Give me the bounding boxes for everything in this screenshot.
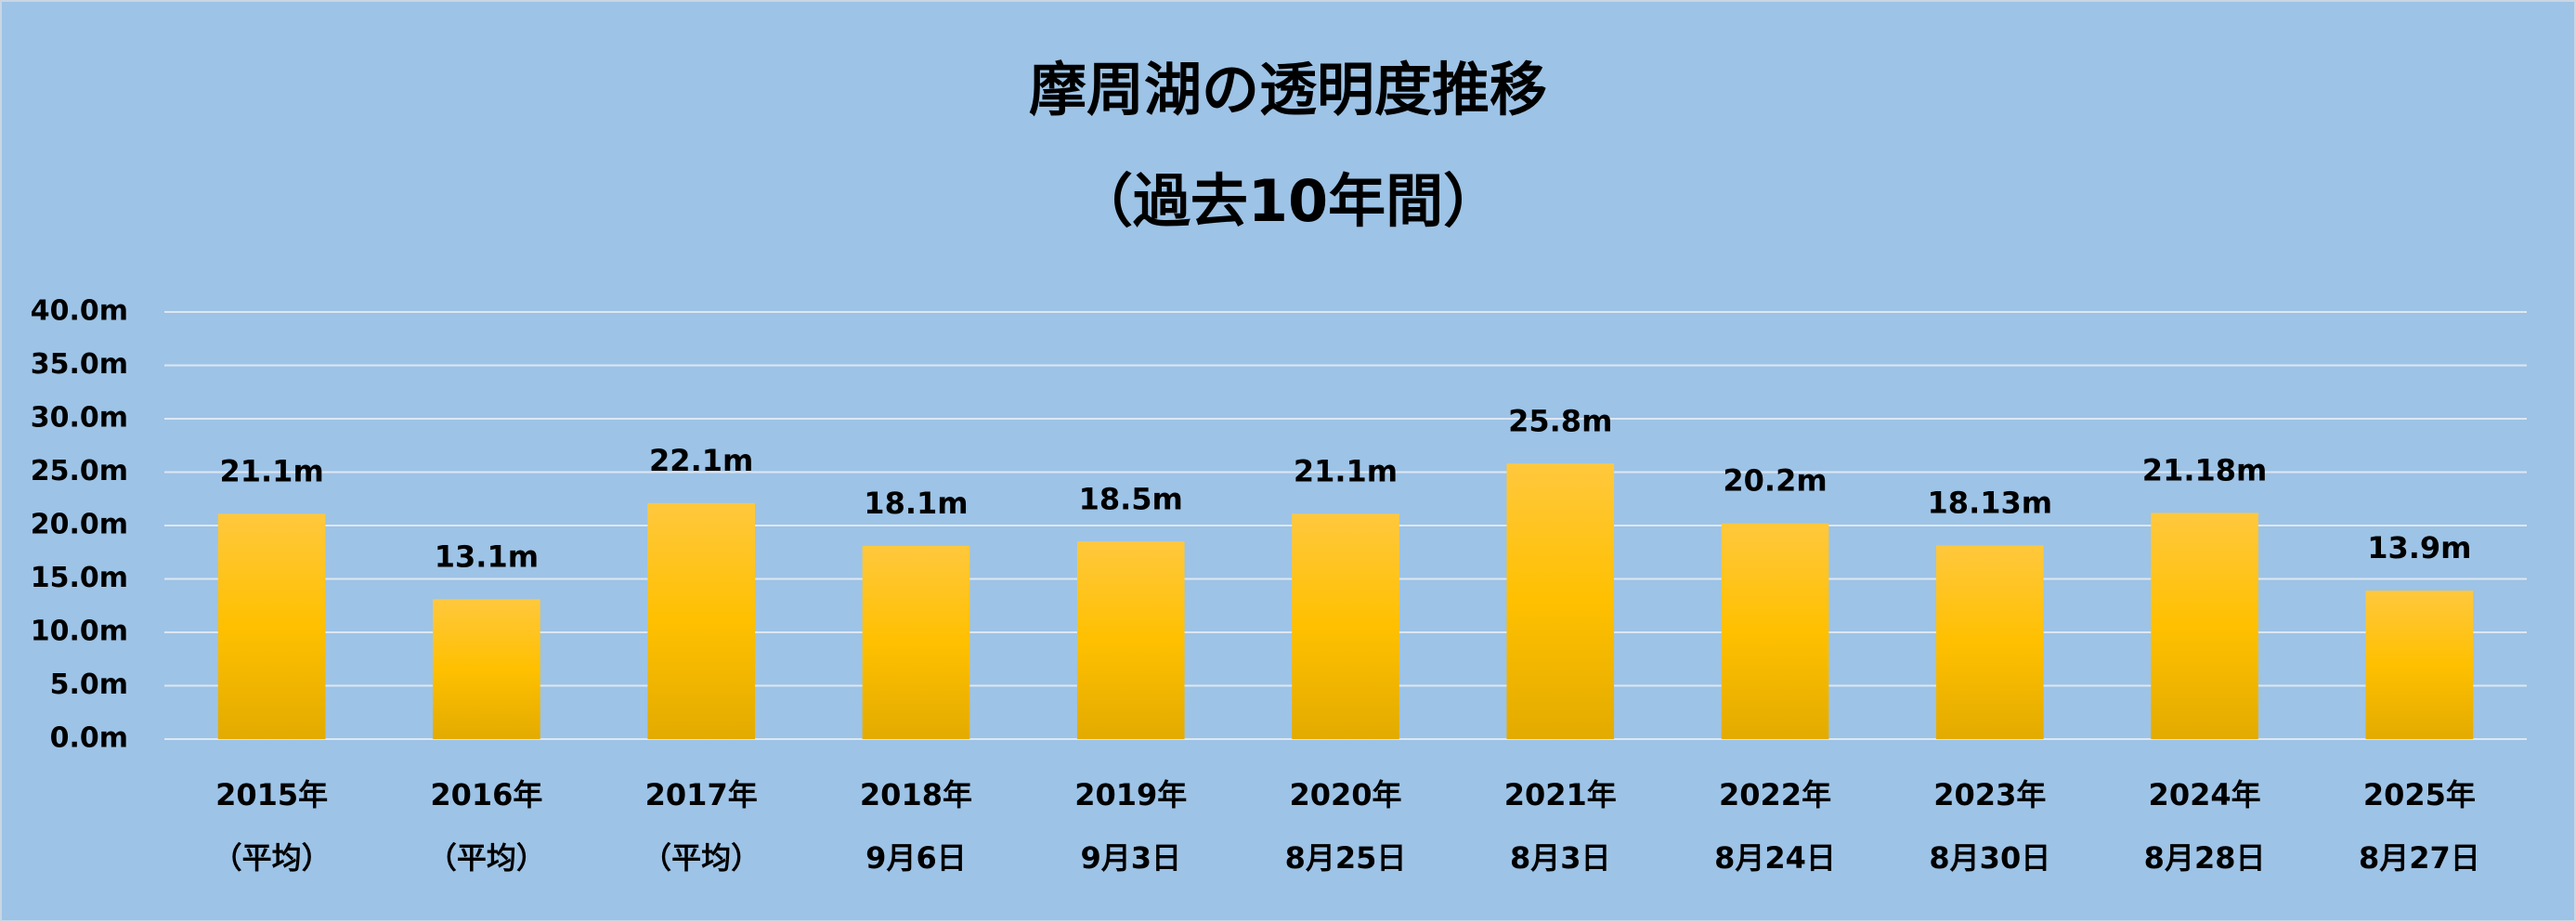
- x-tick-label: 2019年: [1074, 777, 1187, 812]
- chart-title: 摩周湖の透明度推移: [1029, 56, 1547, 123]
- data-label: 13.9m: [2367, 530, 2471, 565]
- y-tick-label: 25.0m: [31, 455, 128, 487]
- chart-subtitle: （過去10年間）: [1075, 167, 1501, 235]
- data-label: 21.1m: [1294, 453, 1398, 488]
- y-tick-label: 10.0m: [31, 616, 128, 648]
- bar: [1506, 463, 1615, 739]
- x-tick-label: 2021年: [1504, 777, 1617, 812]
- data-label: 18.1m: [864, 486, 968, 521]
- data-label: 22.1m: [649, 443, 753, 478]
- x-tick-label: 8月24日: [1714, 840, 1836, 876]
- x-tick-label: 2017年: [645, 777, 758, 812]
- y-tick-label: 0.0m: [50, 722, 128, 755]
- bar: [217, 513, 326, 739]
- y-tick-label: 40.0m: [31, 295, 128, 328]
- bar: [433, 599, 540, 739]
- data-label: 18.13m: [1928, 486, 2053, 521]
- x-tick-label: 2016年: [430, 777, 542, 812]
- x-tick-label: 8月25日: [1285, 840, 1407, 876]
- y-tick-label: 15.0m: [31, 562, 128, 594]
- x-tick-label: 9月3日: [1080, 840, 1181, 876]
- x-tick-label: 9月6日: [865, 840, 967, 876]
- x-tick-label: （平均）: [427, 840, 546, 876]
- y-tick-label: 35.0m: [31, 348, 128, 381]
- data-label: 21.18m: [2142, 452, 2268, 487]
- bar: [2365, 591, 2474, 739]
- x-tick-label: 2020年: [1289, 777, 1401, 812]
- x-tick-label: 8月3日: [1510, 840, 1611, 876]
- x-tick-label: 8月28日: [2144, 840, 2266, 876]
- x-tick-label: （平均）: [642, 840, 761, 876]
- data-label: 18.5m: [1079, 481, 1183, 516]
- x-tick-label: 8月27日: [2359, 840, 2480, 876]
- data-label: 20.2m: [1723, 463, 1827, 499]
- bar: [1721, 523, 1829, 739]
- y-tick-label: 20.0m: [31, 509, 128, 541]
- x-tick-label: 2023年: [1933, 777, 2046, 812]
- data-label: 21.1m: [219, 453, 323, 488]
- x-tick-label: （平均）: [213, 840, 332, 876]
- bar: [862, 545, 970, 739]
- bar: [1292, 513, 1399, 739]
- x-tick-label: 2015年: [215, 777, 328, 812]
- bar: [647, 502, 755, 739]
- bar: [1936, 545, 2044, 739]
- x-tick-label: 2024年: [2149, 777, 2261, 812]
- x-tick-label: 8月30日: [1929, 840, 2050, 876]
- x-tick-label: 2022年: [1719, 777, 1831, 812]
- data-label: 25.8m: [1508, 403, 1612, 438]
- data-label: 13.1m: [435, 539, 539, 574]
- bar: [1076, 541, 1185, 739]
- y-tick-label: 5.0m: [50, 669, 128, 701]
- bar: [2151, 513, 2258, 739]
- x-tick-label: 2025年: [2363, 777, 2476, 812]
- y-tick-label: 30.0m: [31, 402, 128, 435]
- x-tick-label: 2018年: [860, 777, 972, 812]
